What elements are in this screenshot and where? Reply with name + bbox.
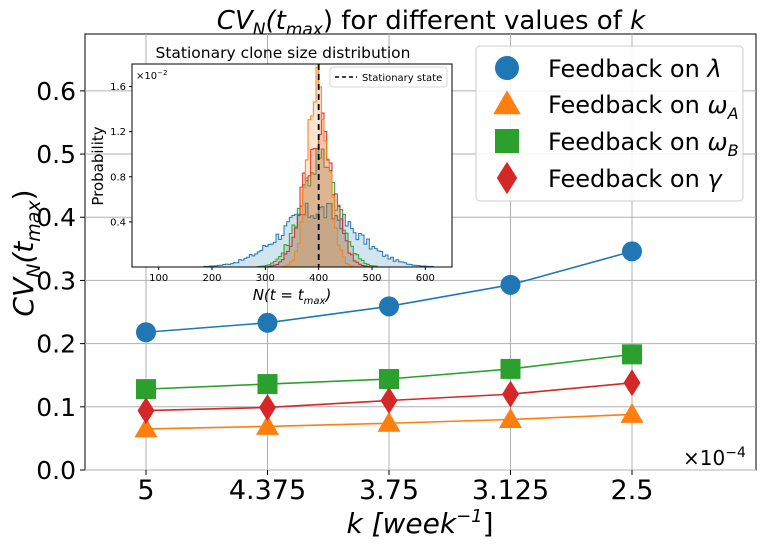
data-point-omegaA [134,417,158,438]
data-point-omegaB [500,358,521,379]
data-point-omegaA [377,411,401,432]
legend-label-lambda: Feedback on λ [548,55,722,83]
data-point-lambda [500,274,521,295]
inset-y-tick-label: 0.4 [110,217,126,228]
x-tick-label: 2.5 [611,475,654,506]
data-point-gamma [259,393,276,421]
inset-x-tick-label: 300 [256,273,275,284]
x-axis-ticks: 5 4.375 3.75 3.125 2.5 [137,470,653,506]
data-point-omegaA [256,414,279,435]
x-axis-multiplier: ×10−4 [683,445,746,470]
legend-marker-lambda [495,56,519,80]
inset-y-ticks: 0.4 0.8 1.2 1.6 [110,82,132,228]
legend-marker-omegaA [493,90,521,115]
chart-title: CVN(tmax) for different values of k [217,6,646,40]
data-point-lambda [622,241,642,262]
y-axis-label: CVN(tmax) [7,189,45,316]
inset-y-label: Probability [89,126,107,205]
legend-marker-omegaB [495,129,519,153]
y-axis-ticks: 0.0 0.1 0.2 0.3 0.4 0.5 0.6 [36,77,85,485]
data-point-omegaA [620,402,644,423]
data-point-omegaB [136,379,156,400]
y-tick-label: 0.2 [36,330,76,359]
x-tick-label: 4.375 [229,475,306,506]
x-tick-label: 3.75 [359,475,419,506]
data-point-gamma [380,386,398,414]
x-tick-label: 3.125 [472,475,549,506]
legend-marker-gamma [496,161,518,195]
inset-x-tick-label: 600 [416,273,435,284]
data-point-lambda [257,312,278,333]
inset-x-tick-label: 400 [309,273,328,284]
legend-label-gamma: Feedback on γ [548,165,723,193]
data-point-omegaB [379,369,399,390]
inset-legend-box [329,66,448,88]
inset-x-tick-label: 500 [362,273,381,284]
data-point-gamma [502,380,519,408]
data-point-omegaB [257,374,278,395]
y-tick-label: 0.4 [36,203,76,232]
y-tick-label: 0.5 [36,140,76,169]
inset-title: Stationary clone size distribution [156,44,411,62]
inset-x-tick-label: 200 [202,273,221,284]
inset-y-tick-label: 0.8 [110,172,126,183]
legend-label-omegaB: Feedback on ωB [548,128,739,160]
inset-y-multiplier: ×10−2 [136,69,167,82]
data-point-gamma [623,369,641,397]
inset-x-tick-label: 100 [149,273,168,284]
main-series [134,241,644,438]
inset-y-tick-label: 1.2 [110,127,126,138]
data-point-gamma [137,397,155,425]
data-point-lambda [136,322,156,343]
legend-label-omegaA: Feedback on ωA [548,91,739,123]
y-tick-label: 0.6 [36,77,76,106]
legend-box [475,45,744,202]
y-tick-label: 0.1 [36,393,76,422]
data-point-omegaB [622,344,642,365]
inset-x-ticks: 100 200 300 400 500 600 [149,267,435,284]
y-tick-label: 0.3 [36,266,76,295]
data-point-omegaA [499,407,522,428]
x-tick-label: 5 [137,475,154,506]
data-point-lambda [379,296,399,317]
inset-x-label: N(t = tmax) [253,286,332,307]
x-axis-label: k [week−1] [346,506,493,540]
inset-y-tick-label: 1.6 [110,82,126,93]
y-tick-label: 0.0 [36,456,76,485]
inset-chart: Stationary clone size distribution 100 20… [89,44,453,307]
main-legend: Feedback on λ Feedback on ωA Feedback on ω… [475,45,744,202]
inset-legend-label: Stationary state [362,73,442,84]
inset-legend: Stationary state [329,66,448,88]
inset-frame [131,63,453,268]
